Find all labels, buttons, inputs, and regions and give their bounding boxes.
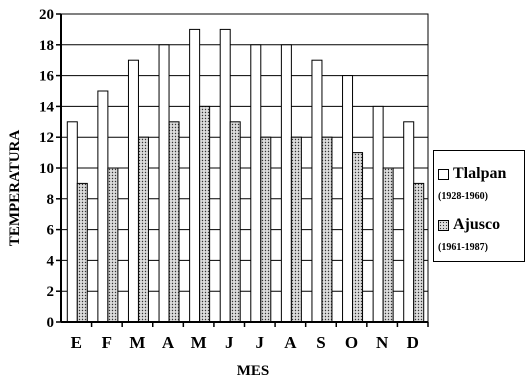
bar-ajusco-9 bbox=[352, 152, 364, 323]
x-axis-title: MES bbox=[237, 363, 270, 379]
bar-ajusco-7 bbox=[290, 136, 302, 323]
x-tick-label: F bbox=[102, 333, 112, 352]
y-tick-label: 20 bbox=[39, 7, 54, 23]
bar-ajusco-0 bbox=[76, 182, 88, 323]
x-tick-label: J bbox=[225, 333, 234, 352]
bar-tlalpan-8 bbox=[311, 59, 323, 323]
x-tick-label: A bbox=[284, 333, 297, 352]
bar-ajusco-6 bbox=[260, 136, 272, 323]
y-tick-label: 8 bbox=[47, 192, 55, 208]
legend-item-ajusco: Ajusco bbox=[438, 216, 500, 234]
y-tick-label: 0 bbox=[47, 315, 55, 331]
x-tick-label: A bbox=[162, 333, 175, 352]
legend-period-ajusco: (1961-1987) bbox=[438, 242, 488, 253]
x-tick-label: J bbox=[256, 333, 265, 352]
bar-ajusco-5 bbox=[229, 121, 241, 323]
bar-tlalpan-5 bbox=[219, 28, 231, 323]
bar-tlalpan-3 bbox=[158, 44, 170, 323]
bars bbox=[66, 28, 425, 323]
bar-tlalpan-9 bbox=[342, 75, 354, 323]
y-tick-label: 2 bbox=[47, 284, 55, 300]
legend-item-tlalpan: Tlalpan bbox=[438, 165, 506, 183]
bar-ajusco-4 bbox=[199, 105, 211, 323]
bar-tlalpan-11 bbox=[403, 121, 415, 323]
y-tick-labels: 0 2 4 6 8 10 12 14 16 18 20 bbox=[39, 7, 55, 331]
legend-swatch-tlalpan bbox=[438, 168, 449, 180]
x-tick-label: E bbox=[71, 333, 82, 352]
bar-ajusco-3 bbox=[168, 121, 180, 323]
legend: Tlalpan (1928-1960) Ajusco (1961-1987) bbox=[433, 150, 525, 262]
y-tick-label: 18 bbox=[39, 38, 54, 54]
x-tick-label: S bbox=[316, 333, 325, 352]
x-tick-label: M bbox=[191, 333, 207, 352]
x-tick-label: O bbox=[345, 333, 358, 352]
legend-label-tlalpan: Tlalpan bbox=[453, 165, 507, 182]
y-tick-label: 10 bbox=[39, 161, 54, 177]
legend-period-tlalpan: (1928-1960) bbox=[438, 191, 488, 202]
bar-tlalpan-6 bbox=[250, 44, 262, 323]
x-tick-label: M bbox=[129, 333, 145, 352]
bar-ajusco-8 bbox=[321, 136, 333, 323]
legend-label-ajusco: Ajusco bbox=[453, 216, 501, 233]
bar-tlalpan-2 bbox=[127, 59, 139, 323]
axes bbox=[56, 13, 429, 327]
y-axis-title: TEMPERATURA bbox=[7, 130, 23, 247]
x-tick-label: D bbox=[407, 333, 419, 352]
y-tick-label: 16 bbox=[39, 69, 55, 85]
bar-tlalpan-0 bbox=[66, 121, 78, 323]
bar-tlalpan-7 bbox=[280, 44, 292, 323]
x-tick-label: N bbox=[376, 333, 389, 352]
bar-tlalpan-10 bbox=[372, 105, 384, 323]
bar-tlalpan-4 bbox=[189, 28, 201, 323]
bar-ajusco-1 bbox=[107, 167, 119, 323]
y-tick-label: 6 bbox=[47, 223, 55, 239]
bar-tlalpan-1 bbox=[97, 90, 109, 323]
y-tick-label: 12 bbox=[39, 130, 54, 146]
legend-swatch-ajusco bbox=[438, 219, 449, 231]
y-tick-label: 14 bbox=[39, 99, 55, 115]
bar-ajusco-2 bbox=[137, 136, 149, 323]
y-tick-label: 4 bbox=[47, 253, 55, 269]
bar-ajusco-11 bbox=[413, 182, 425, 323]
bar-ajusco-10 bbox=[382, 167, 394, 323]
